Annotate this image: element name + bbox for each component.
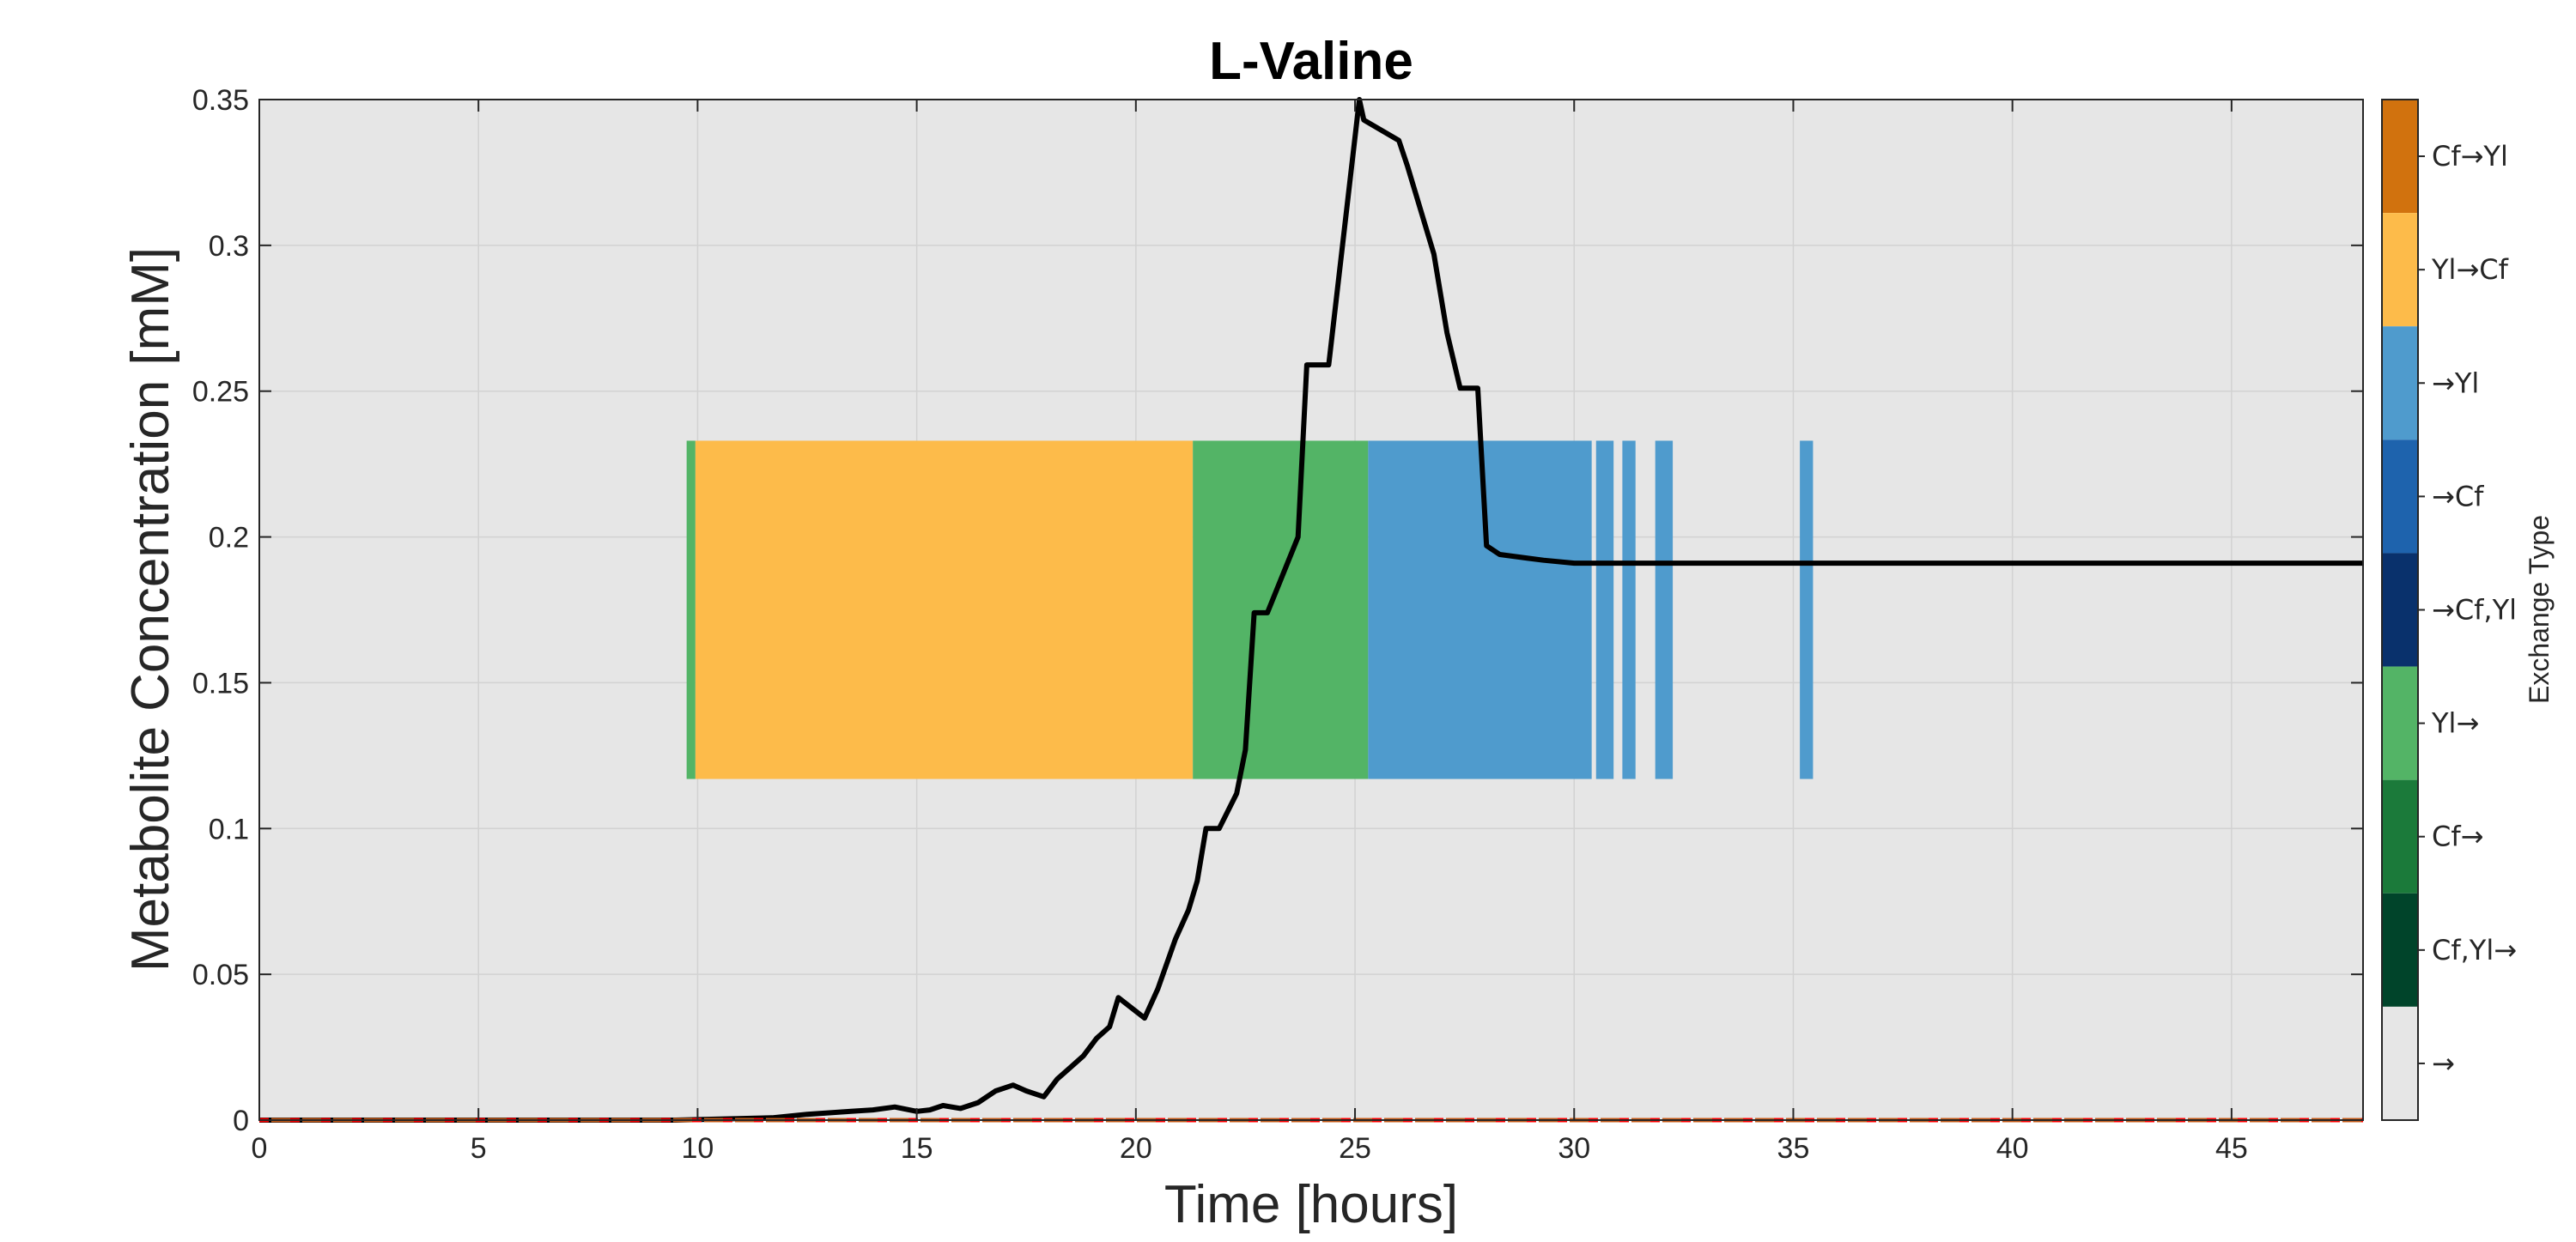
- exchange-segment: [695, 440, 1194, 779]
- x-tick-label: 0: [252, 1132, 268, 1165]
- chart-title: L-Valine: [1209, 32, 1413, 91]
- x-tick-label: 35: [1777, 1132, 1810, 1165]
- exchange-segment: [686, 440, 696, 779]
- colorbar-swatch: [2382, 779, 2418, 894]
- x-tick-label: 40: [1996, 1132, 2029, 1165]
- colorbar-swatch: [2382, 553, 2418, 667]
- colorbar-entry-label: Cf→: [2432, 821, 2483, 853]
- colorbar-label: Exchange Type: [2524, 515, 2555, 704]
- axes: [258, 99, 2364, 1121]
- colorbar-swatch: [2382, 439, 2418, 554]
- x-tick-label: 30: [1558, 1132, 1590, 1165]
- x-tick-label: 45: [2215, 1132, 2248, 1165]
- x-tick-label: 10: [682, 1132, 714, 1165]
- colorbar-swatch: [2382, 1006, 2418, 1120]
- x-tick-label: 5: [471, 1132, 487, 1165]
- colorbar-frame: [2381, 99, 2419, 1121]
- exchange-segments: [686, 440, 1814, 779]
- exchange-segment: [1368, 440, 1592, 779]
- x-tick-label: 20: [1120, 1132, 1152, 1165]
- colorbar-entry-label: Yl→: [2431, 707, 2479, 740]
- colorbar: Cf→Yl Yl→Cf →Yl →Cf →Cf,Yl Yl→ Cf→ Cf,Yl→ →: [2381, 99, 2517, 1121]
- colorbar-entry-label: →Cf,Yl: [2432, 594, 2517, 627]
- colorbar-swatch: [2382, 666, 2418, 780]
- y-tick-label: 0.2: [209, 522, 249, 554]
- colorbar-swatch: [2382, 213, 2418, 327]
- colorbar-swatch: [2382, 100, 2418, 214]
- colorbar-entry-label: Yl→Cf: [2431, 253, 2509, 286]
- colorbar-entry-label: Cf→Yl: [2432, 140, 2508, 173]
- colorbar-entry-label: →Yl: [2432, 367, 2479, 399]
- exchange-segment: [1655, 440, 1674, 779]
- exchange-segment: [1193, 440, 1369, 779]
- x-tick-label: 15: [901, 1132, 933, 1165]
- colorbar-swatch: [2382, 326, 2418, 440]
- x-tick-label: 25: [1339, 1132, 1371, 1165]
- y-tick-label: 0.1: [209, 813, 249, 845]
- y-axis-label: Metabolite Concentration [mM]: [121, 247, 180, 972]
- series-line: [259, 97, 2363, 1123]
- y-tick-label: 0.25: [192, 376, 249, 409]
- colorbar-entry-label: →: [2432, 1047, 2455, 1080]
- colorbar-swatch: [2382, 893, 2418, 1007]
- y-tick-label: 0.05: [192, 959, 249, 991]
- y-tick-label: 0.35: [192, 84, 249, 117]
- y-tick-label: 0.15: [192, 667, 249, 700]
- colorbar-entry-label: →Cf: [2432, 480, 2484, 512]
- exchange-segment: [1622, 440, 1636, 779]
- axes-box: [258, 99, 2364, 1121]
- exchange-segment: [1800, 440, 1814, 779]
- y-tick-label: 0: [233, 1105, 249, 1137]
- colorbar-entry-label: Cf,Yl→: [2432, 934, 2517, 966]
- exchange-segment: [1595, 440, 1614, 779]
- x-axis-label: Time [hours]: [1164, 1175, 1458, 1234]
- tick-labels: 0 5 10 15 20 25 30 35 40 45 0 0.05 0.1 0.15 0.2 0.25 0.3…: [192, 84, 2248, 1165]
- y-tick-label: 0.3: [209, 230, 249, 263]
